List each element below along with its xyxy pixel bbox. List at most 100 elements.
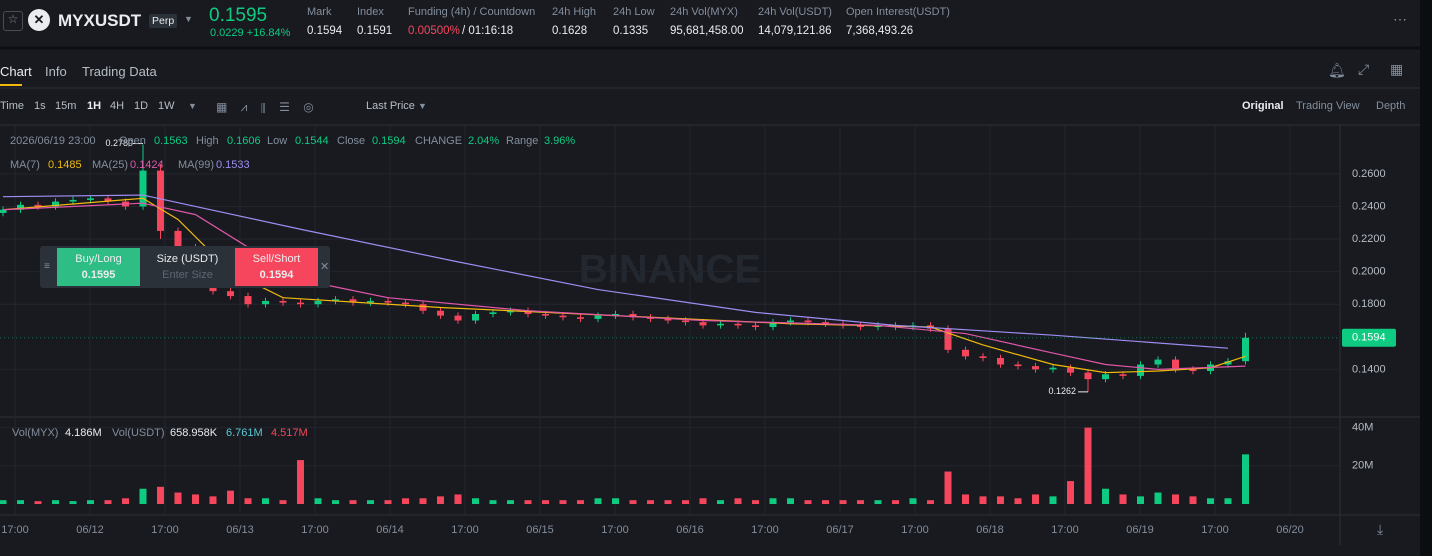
last-price-label: 0.1594 <box>1352 332 1386 344</box>
icon-scroll[interactable]: ⤓ <box>1377 521 1384 537</box>
candle-body <box>524 310 532 314</box>
toolbar-icons[interactable]: ▦ ⩘ ⫴ ☰ ◎ <box>216 100 314 114</box>
volume-bar <box>489 500 497 504</box>
price-type[interactable]: Last Price <box>366 100 415 112</box>
volume-legend: 4.517M <box>271 427 308 439</box>
x-tick-label: 17:00 <box>601 524 629 536</box>
dropdown[interactable]: ▼ <box>184 14 193 24</box>
x-tick-label: 06/12 <box>76 524 104 536</box>
candle-body <box>594 315 602 319</box>
candle-body <box>174 230 182 248</box>
candle-body <box>997 357 1004 365</box>
close-button[interactable]: ✕ <box>320 261 330 273</box>
view-option[interactable]: Original <box>1242 100 1284 112</box>
volume-bar <box>17 500 24 504</box>
candle-body <box>979 356 987 358</box>
volume-bar <box>332 500 339 504</box>
ma-line <box>2 202 1246 370</box>
max-label: 0.2780 <box>105 138 133 148</box>
order-panel: ≡ Buy/Long 0.1595 Size (USDT) Enter Size S… <box>40 246 330 288</box>
volume-bar <box>1242 454 1249 504</box>
size-input[interactable]: Size (USDT) Enter Size <box>140 248 235 286</box>
volume-bar <box>944 471 952 504</box>
volume-bar <box>612 498 619 504</box>
volume-bar <box>787 498 794 504</box>
volume-bar <box>52 500 59 504</box>
y-tick-label: 0.2000 <box>1352 266 1386 278</box>
volume-bar <box>1224 498 1232 504</box>
x-tick-label: 17:00 <box>751 524 779 536</box>
volume-bar <box>1172 494 1179 504</box>
buy-button[interactable]: Buy/Long 0.1595 <box>57 248 140 286</box>
volume-bar <box>367 500 374 504</box>
view-option[interactable]: Depth <box>1376 100 1406 112</box>
volume-bar <box>874 500 882 504</box>
scrollbar <box>1420 0 1432 556</box>
x-tick-label: 06/20 <box>1276 524 1304 536</box>
interval[interactable]: 15m <box>55 100 77 112</box>
ma-line <box>2 197 1246 374</box>
ohlc-legend: CHANGE <box>415 135 463 147</box>
interval[interactable]: 1H <box>87 100 102 112</box>
icon-bell[interactable]: 🔔︎ <box>1328 62 1346 78</box>
candle-body <box>332 299 339 301</box>
candle-body <box>542 313 549 316</box>
interval-more[interactable]: ▼ <box>188 101 197 111</box>
interval[interactable]: Time <box>0 100 25 112</box>
volume-bar <box>997 496 1004 504</box>
icon-expand[interactable]: ⤢ <box>1358 61 1370 77</box>
symbol[interactable]: MYXUSDT <box>58 11 142 30</box>
tab[interactable]: Trading Data <box>82 64 157 79</box>
x-tick-label: 17:00 <box>1201 524 1229 536</box>
volume-bar <box>664 500 672 504</box>
interval[interactable]: 1s <box>34 100 46 112</box>
favorite-star[interactable]: ☆ <box>3 11 23 31</box>
ma-line <box>2 194 1229 349</box>
buy-price: 0.1595 <box>81 269 116 281</box>
volume-bar <box>1102 488 1109 504</box>
view-option[interactable]: Trading View <box>1296 100 1360 112</box>
candle-body <box>1172 359 1179 370</box>
sell-button[interactable]: Sell/Short 0.1594 <box>235 248 318 286</box>
volume-legend: 6.761M <box>226 427 263 439</box>
volume-bar <box>682 500 689 504</box>
candle-body <box>1084 372 1092 380</box>
volume-bar <box>227 490 234 504</box>
interval[interactable]: 1W <box>158 100 175 112</box>
watermark: BINANCE <box>579 248 761 292</box>
candle-body <box>699 322 707 326</box>
candle-body <box>314 300 322 305</box>
menu[interactable]: ⋯ <box>1393 11 1407 27</box>
min-label: 0.1262 <box>1048 386 1076 396</box>
candle-body <box>437 310 444 316</box>
drag-handle[interactable]: ≡ <box>44 261 50 272</box>
icon-layout[interactable]: ▦ <box>1390 61 1404 77</box>
ohlc-legend: 3.96% <box>544 135 576 147</box>
candle-body <box>17 204 24 210</box>
tab[interactable]: Chart <box>0 64 32 79</box>
interval[interactable]: 1D <box>134 100 149 112</box>
x-tick-label: 17:00 <box>901 524 929 536</box>
volume-bar <box>69 501 77 504</box>
candle-body <box>1067 367 1074 373</box>
size-label: Size (USDT) <box>156 253 219 265</box>
stat-extra: / 01:16:18 <box>462 25 514 37</box>
price-type-arrow[interactable]: ▼ <box>418 101 427 111</box>
volume-bar <box>1189 496 1197 504</box>
volume-bar <box>279 500 287 504</box>
ohlc-legend: 0.1544 <box>295 135 329 147</box>
volume-legend: 4.186M <box>65 427 102 439</box>
volume-bar <box>804 500 812 504</box>
y-tick-label: 40M <box>1352 422 1373 434</box>
x-tick-label: 17:00 <box>451 524 479 536</box>
interval[interactable]: 4H <box>110 100 125 112</box>
sell-price: 0.1594 <box>259 269 294 281</box>
candle-body <box>52 201 59 207</box>
x-tick-label: 17:00 <box>1051 524 1079 536</box>
y-tick-label: 0.1800 <box>1352 298 1386 310</box>
tab[interactable]: Info <box>45 64 67 79</box>
volume-bar <box>542 500 549 504</box>
candle-body <box>962 349 969 357</box>
stat-value: 0.1335 <box>613 25 649 37</box>
candle-body <box>1049 367 1057 370</box>
